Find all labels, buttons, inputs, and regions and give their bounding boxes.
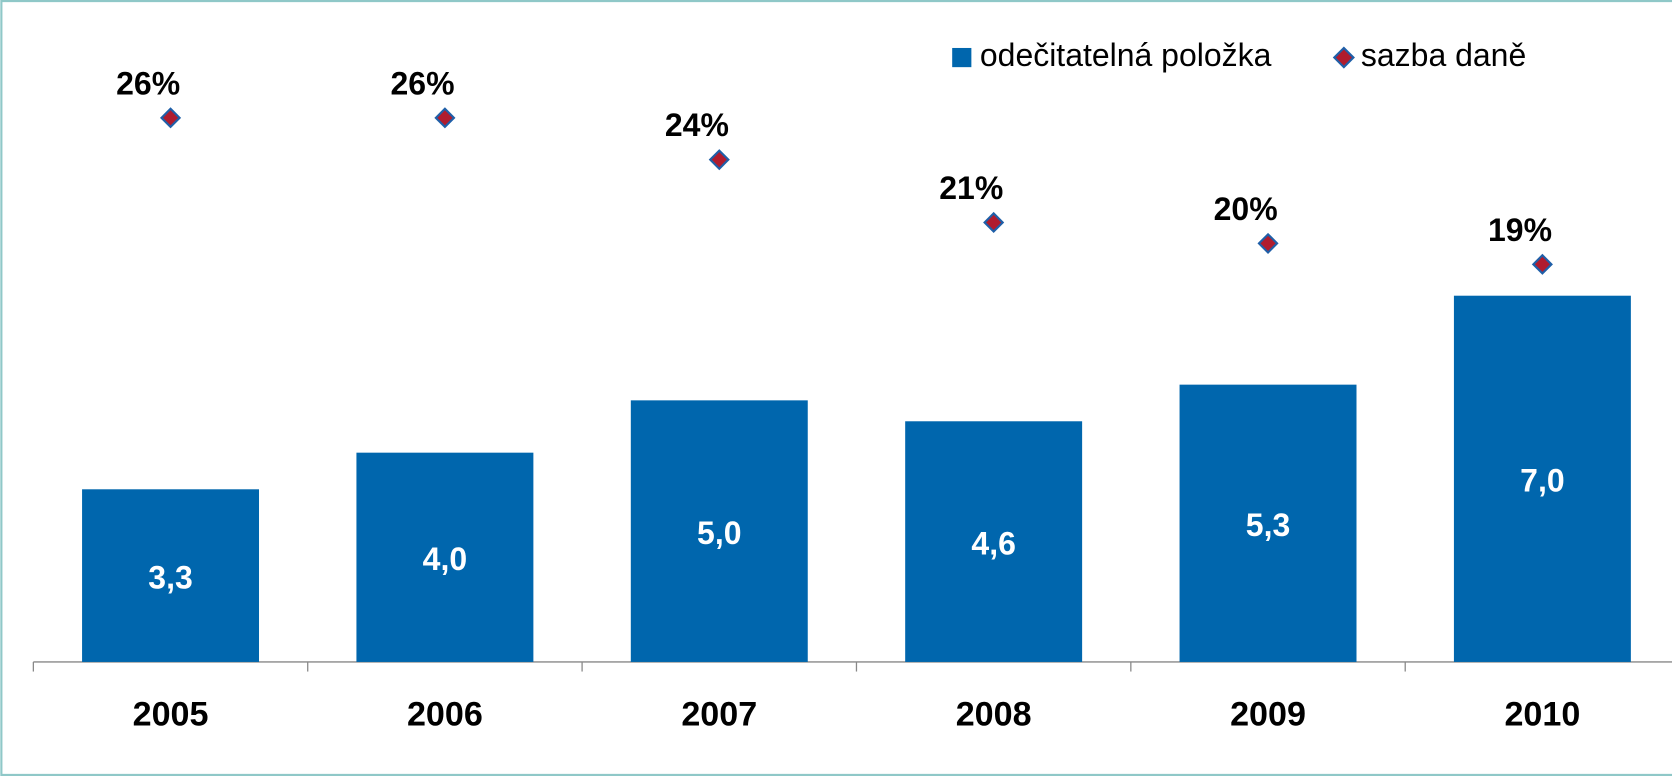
x-tick-label: 2005 [133,695,209,733]
legend-label: sazba daně [1361,37,1526,73]
bar [82,489,260,662]
legend-label: odečitatelná položka [980,37,1272,73]
x-tick-label: 2007 [681,695,757,733]
bar-value-label: 5,3 [1246,507,1290,543]
marker-value-label: 24% [665,107,729,143]
bar-value-label: 4,0 [423,541,467,577]
legend-swatch [952,47,972,68]
x-tick-label: 2008 [956,695,1032,733]
marker-value-label: 26% [391,65,455,101]
x-tick-label: 2006 [407,695,483,733]
legend-swatch [1332,46,1355,69]
marker [159,107,182,129]
bar-value-label: 5,0 [697,515,741,551]
bar-value-label: 4,6 [971,525,1015,561]
marker [983,211,1005,234]
bar [1453,295,1631,662]
x-tick-label: 2009 [1230,695,1306,733]
x-tick-label: 2010 [1504,695,1580,733]
marker [1257,232,1279,254]
bar [905,421,1083,662]
bar [1179,384,1357,662]
marker-value-label: 20% [1214,191,1278,227]
marker [434,107,456,129]
marker-value-label: 19% [1488,212,1552,248]
marker-value-label: 26% [116,65,180,101]
bar [630,400,808,662]
bar-value-label: 3,3 [148,559,192,595]
marker [708,149,730,171]
bar [356,452,534,662]
marker-value-label: 21% [939,170,1003,206]
marker [1531,253,1553,275]
bar-value-label: 7,0 [1520,463,1564,499]
